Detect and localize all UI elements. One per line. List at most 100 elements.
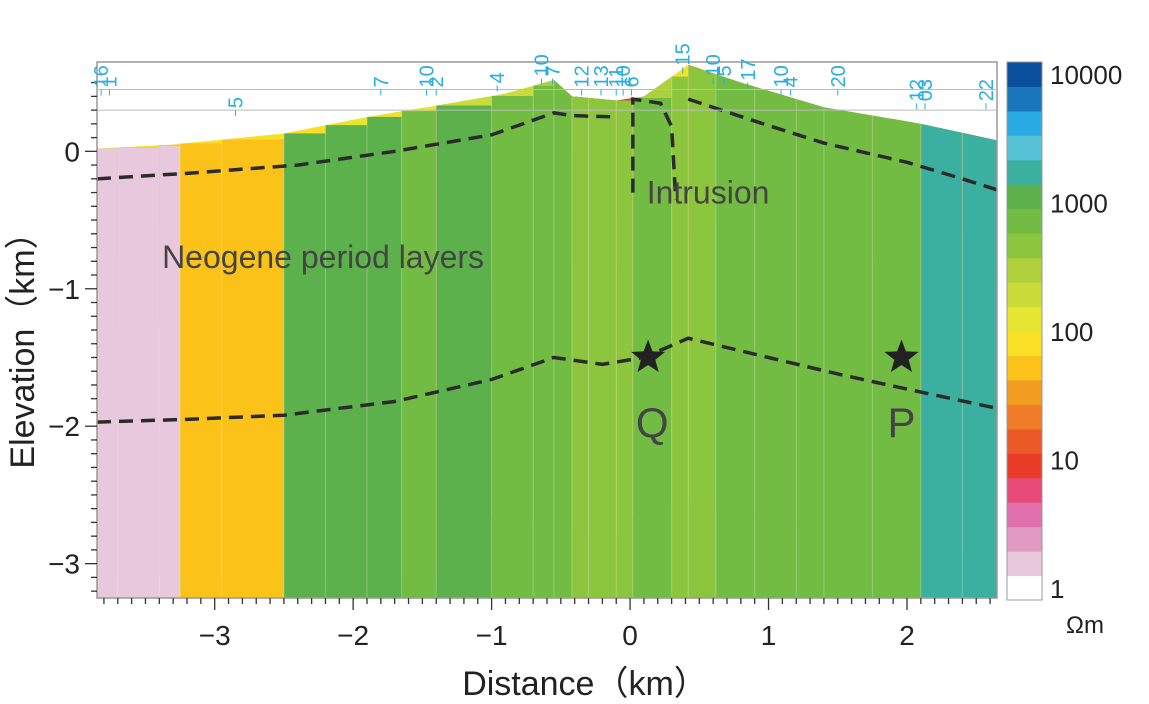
colorbar-swatch [1007, 453, 1042, 479]
colorbar: 10000 1000 100 10 1 [1006, 60, 1122, 604]
annotation-intrusion: Intrusion [647, 175, 770, 211]
resistivity-cell [571, 96, 590, 598]
x-tick-label: −2 [337, 620, 369, 651]
annotations: Intrusion Neogene period layers Q P [162, 175, 919, 446]
resistivity-cell [616, 100, 634, 598]
station-label: 10 [417, 65, 439, 87]
colorbar-border [1006, 61, 1043, 601]
colorbar-swatch [1007, 551, 1042, 577]
station-label: 1 [99, 76, 121, 87]
resistivity-cell [796, 99, 825, 598]
station-label: 10 [771, 65, 793, 87]
colorbar-unit-label: Ωm [1066, 612, 1104, 639]
marker-star-q [631, 339, 666, 372]
resistivity-cell [671, 76, 689, 598]
station-label: 6 [621, 76, 643, 87]
marker-star-p [884, 339, 919, 372]
resistivity-cell [283, 133, 327, 598]
station-label: 5 [225, 97, 247, 108]
colorbar-swatch [1007, 306, 1042, 332]
station-label: 12 [907, 79, 929, 101]
x-tick-label: 0 [622, 620, 638, 651]
colorbar-swatch [1007, 355, 1042, 381]
colorbar-swatch [1007, 86, 1042, 112]
y-tick-label: −1 [48, 274, 80, 305]
annotation-neogene-period-layers: Neogene period layers [162, 239, 484, 275]
station-label: 20 [828, 65, 850, 87]
resistivity-cell [436, 105, 493, 598]
colorbar-swatch [1007, 526, 1042, 552]
resistivity-cell [117, 147, 160, 598]
resistivity-cell [962, 132, 997, 598]
colorbar-tick-label: 1 [1050, 574, 1064, 604]
colorbar-tick-label: 1000 [1050, 189, 1108, 219]
x-axis-label: Distance（km） [462, 665, 708, 703]
resistivity-cell [588, 97, 617, 598]
colorbar-swatch [1007, 184, 1042, 210]
station-label: 10 [613, 65, 635, 87]
colorbar-tick-label: 10 [1050, 446, 1079, 476]
colorbar-swatch [1007, 477, 1042, 503]
axis-ticks: −3 −2 −1 0 1 20−1−2−3 [48, 81, 991, 651]
x-tick-label: 2 [899, 620, 915, 651]
station-label: 4 [487, 72, 509, 83]
resistivity-cell [715, 74, 756, 598]
station-label: 10 [531, 54, 553, 76]
resistivity-cell [97, 148, 119, 598]
colorbar-tick-label: 100 [1050, 317, 1093, 347]
station-label: 16 [91, 65, 113, 87]
station-label: 10 [703, 54, 725, 76]
boundary-basement-top [96, 336, 998, 424]
boundary-intrusion-outline [631, 97, 678, 200]
station-label: 15 [673, 43, 695, 65]
resistivity-cells [97, 64, 997, 598]
station-label: 7 [543, 65, 565, 76]
colorbar-tick-label: 10000 [1050, 60, 1122, 90]
station-label: 5 [714, 65, 736, 76]
x-tick-label: −3 [199, 620, 231, 651]
interpreted-boundaries [96, 97, 998, 424]
colorbar-swatch [1007, 208, 1042, 234]
resistivity-cell [688, 64, 717, 598]
resistivity-cell [823, 107, 873, 598]
resistivity-cell [491, 96, 534, 598]
colorbar-swatch [1007, 379, 1042, 405]
colorbar-swatch [1007, 575, 1042, 601]
boundary-right-upper [687, 97, 998, 192]
colorbar-swatch [1007, 404, 1042, 430]
station-label: 4 [781, 76, 803, 87]
resistivity-cell [325, 125, 368, 598]
resistivity-cell [920, 123, 963, 598]
resistivity-cell [754, 86, 797, 598]
resistivity-cell [159, 145, 181, 598]
colorbar-swatch [1007, 110, 1042, 136]
colorbar-swatch [1007, 257, 1042, 283]
station-label: 12 [572, 65, 594, 87]
resistivity-cell [367, 116, 403, 598]
y-axis-label: Elevation（km） [4, 215, 42, 468]
station-label: 22 [976, 79, 998, 101]
colorbar-swatch [1007, 502, 1042, 528]
x-tick-label: −1 [476, 620, 508, 651]
colorbar-swatch [1007, 282, 1042, 308]
x-tick-label: 1 [761, 620, 777, 651]
y-tick-label: 0 [64, 136, 80, 167]
station-label: 7 [371, 76, 393, 87]
y-tick-label: −3 [48, 549, 80, 580]
annotation-p: P [887, 399, 915, 446]
station-label: 2 [426, 76, 448, 87]
annotation-q: Q [636, 399, 669, 446]
resistivity-cell [401, 111, 437, 598]
colorbar-swatch [1007, 135, 1042, 161]
colorbar-swatch [1007, 62, 1042, 87]
station-label: 17 [738, 58, 760, 80]
colorbar-swatch [1007, 428, 1042, 454]
colorbar-swatch [1007, 331, 1042, 356]
resistivity-cell [553, 79, 573, 598]
resistivity-cell [180, 143, 223, 598]
station-label: 13 [591, 65, 613, 87]
colorbar-swatch [1007, 233, 1042, 259]
colorbar-swatch [1007, 159, 1042, 185]
